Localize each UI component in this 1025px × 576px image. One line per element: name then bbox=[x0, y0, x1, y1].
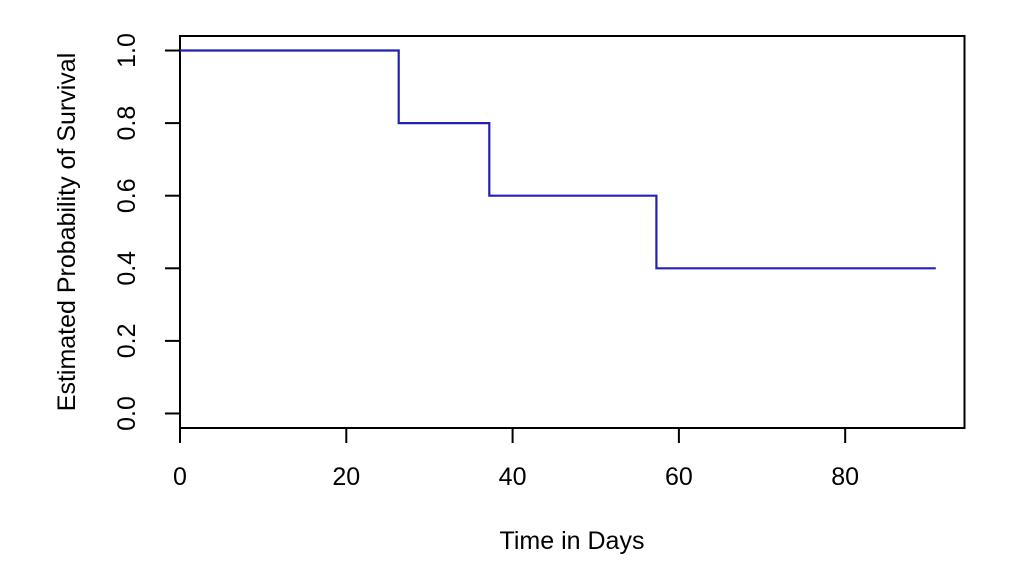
survival-curve bbox=[180, 49, 936, 270]
y-axis: 0.0 0.2 0.4 0.6 0.8 1.0 bbox=[113, 33, 180, 431]
y-tick-label: 0.4 bbox=[113, 251, 141, 286]
x-tick-label: 20 bbox=[332, 463, 360, 491]
y-tick-label: 0.8 bbox=[113, 106, 141, 141]
plot-box bbox=[179, 35, 966, 429]
y-axis-label: Estimated Probability of Survival bbox=[53, 53, 81, 411]
x-tick-label: 0 bbox=[173, 463, 187, 491]
x-tick-label: 40 bbox=[499, 463, 527, 491]
y-tick-label: 0.2 bbox=[113, 324, 141, 359]
y-tick-label: 1.0 bbox=[113, 33, 141, 68]
x-tick-label: 60 bbox=[665, 463, 693, 491]
x-axis-label: Time in Days bbox=[500, 527, 645, 555]
x-tick-label: 80 bbox=[831, 463, 859, 491]
x-axis: 0 20 40 60 80 bbox=[173, 428, 859, 491]
y-tick-label: 0.0 bbox=[113, 396, 141, 431]
y-tick-label: 0.6 bbox=[113, 178, 141, 213]
